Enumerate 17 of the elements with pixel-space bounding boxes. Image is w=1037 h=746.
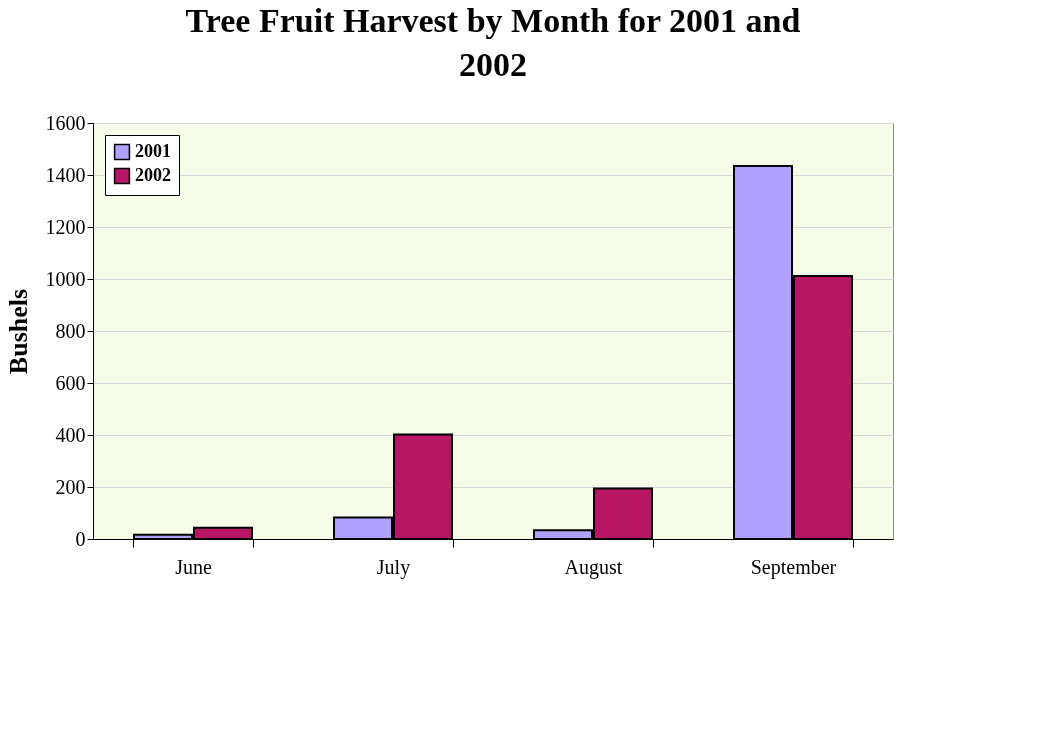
x-tick-label: July: [376, 555, 411, 579]
legend-label: 2001: [135, 141, 171, 161]
y-axis-title: Bushels: [3, 288, 33, 375]
x-tick-label: September: [750, 555, 837, 579]
y-tick-label: 600: [55, 371, 86, 394]
legend-label: 2002: [135, 165, 171, 185]
y-tick-label: 400: [55, 423, 86, 446]
y-tick-label: 1200: [45, 215, 86, 238]
y-tick-label: 1400: [45, 163, 86, 186]
chart-title: Tree Fruit Harvest by Month for 2001 and 2002: [185, 2, 801, 83]
y-tick-label: 200: [55, 475, 86, 498]
y-tick-label: 1600: [45, 111, 86, 134]
y-tick-label: 1000: [45, 267, 86, 290]
x-tick-label: June: [175, 555, 212, 578]
x-tick-label: August: [564, 555, 623, 579]
y-tick-label: 800: [55, 319, 86, 342]
y-tick-label: 0: [75, 527, 86, 550]
